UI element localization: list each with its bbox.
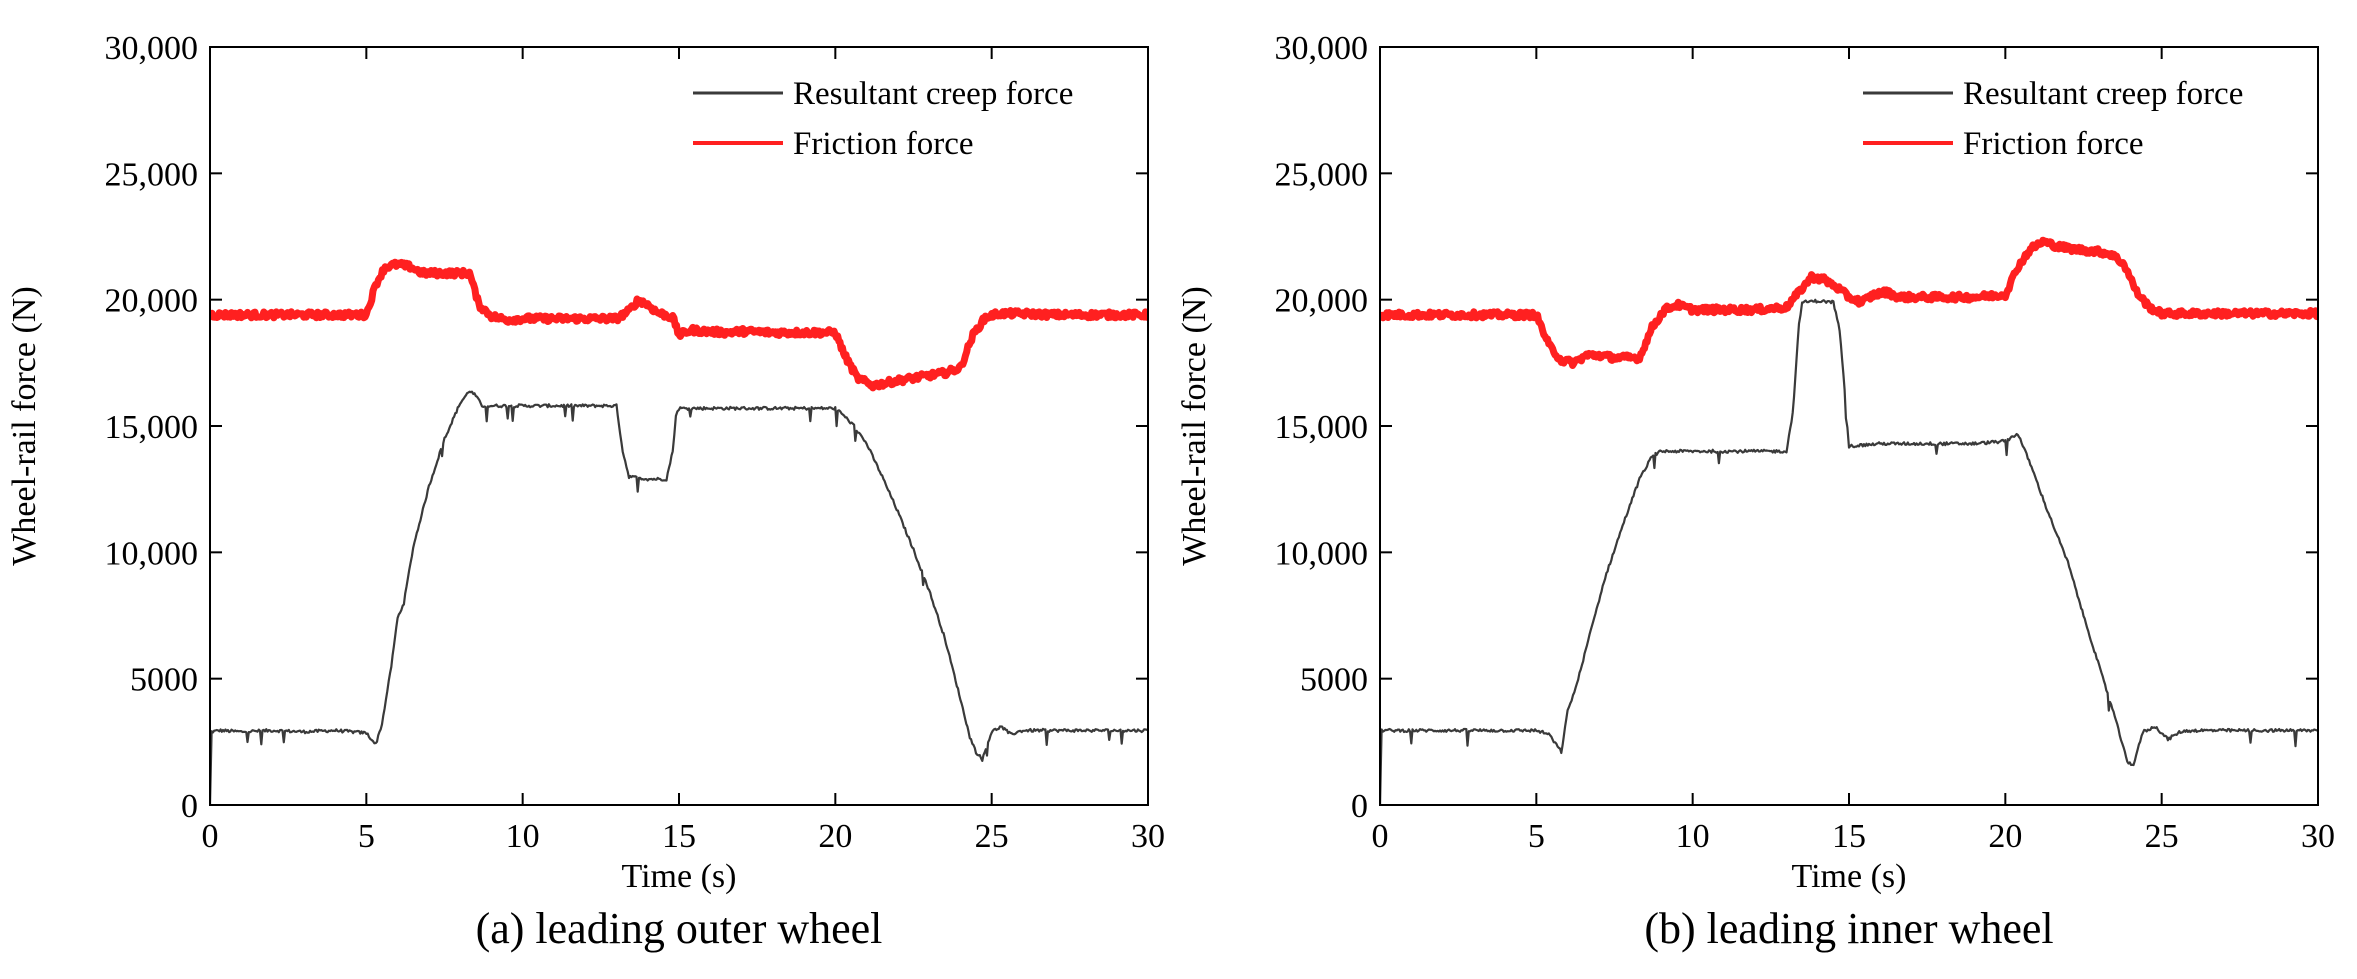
x-tick-label: 0 <box>1372 818 1389 855</box>
x-tick-label: 0 <box>202 818 219 855</box>
x-tick-label: 20 <box>1988 818 2022 855</box>
legend-label: Resultant creep force <box>793 76 1073 112</box>
y-tick-label: 15,000 <box>105 409 199 446</box>
y-tick-label: 25,000 <box>105 156 199 193</box>
y-tick-label: 30,000 <box>1275 30 1369 67</box>
x-tick-label: 10 <box>1676 818 1710 855</box>
y-axis-label: Wheel-rail force (N) <box>1176 286 1213 565</box>
y-tick-label: 15,000 <box>1275 409 1369 446</box>
x-tick-label: 10 <box>506 818 540 855</box>
y-tick-label: 10,000 <box>1275 535 1369 572</box>
x-tick-label: 25 <box>2145 818 2179 855</box>
x-tick-label: 15 <box>662 818 696 855</box>
legend: Resultant creep force Friction force <box>693 76 1073 162</box>
chart-panel-a: 0 5 10 15 20 25 30 0 5000 10,000 15,000 20,000 25,00… <box>6 30 1165 953</box>
x-tick-label: 5 <box>358 818 375 855</box>
panel-caption: (b) leading inner wheel <box>1644 904 2053 953</box>
plot-frame <box>209 46 1149 806</box>
x-tick-label: 15 <box>1832 818 1866 855</box>
y-tick-label: 25,000 <box>1275 156 1369 193</box>
y-tick-label: 20,000 <box>105 283 199 320</box>
series-line-resultant-creep-force <box>210 390 1148 805</box>
x-axis-label: Time (s) <box>1792 858 1907 895</box>
x-tick-label: 30 <box>1131 818 1165 855</box>
legend-label: Friction force <box>793 126 974 162</box>
y-tick-label: 5000 <box>1300 662 1368 699</box>
y-tick-label: 20,000 <box>1275 283 1369 320</box>
x-axis-label: Time (s) <box>622 858 737 895</box>
y-tick-label: 0 <box>181 788 198 825</box>
x-tick-label: 5 <box>1528 818 1545 855</box>
x-tick-label: 30 <box>2301 818 2335 855</box>
series-line-friction-force <box>210 258 1148 392</box>
panel-caption: (a) leading outer wheel <box>476 904 883 953</box>
y-tick-label: 30,000 <box>105 30 199 67</box>
x-tick-label: 25 <box>975 818 1009 855</box>
plot-frame <box>1379 46 2319 806</box>
chart-panel-b: 0 5 10 15 20 25 30 0 5000 10,000 15,000 20,000 25,00… <box>1176 30 2335 953</box>
x-tick-label: 20 <box>818 818 852 855</box>
y-axis-label: Wheel-rail force (N) <box>6 286 43 565</box>
legend: Resultant creep force Friction force <box>1863 76 2243 162</box>
y-tick-label: 5000 <box>130 662 198 699</box>
y-tick-label: 0 <box>1351 788 1368 825</box>
y-tick-label: 10,000 <box>105 535 199 572</box>
series-line-resultant-creep-force <box>1380 298 2318 805</box>
series-line-friction-force <box>1380 236 2318 369</box>
legend-label: Friction force <box>1963 126 2144 162</box>
legend-label: Resultant creep force <box>1963 76 2243 112</box>
